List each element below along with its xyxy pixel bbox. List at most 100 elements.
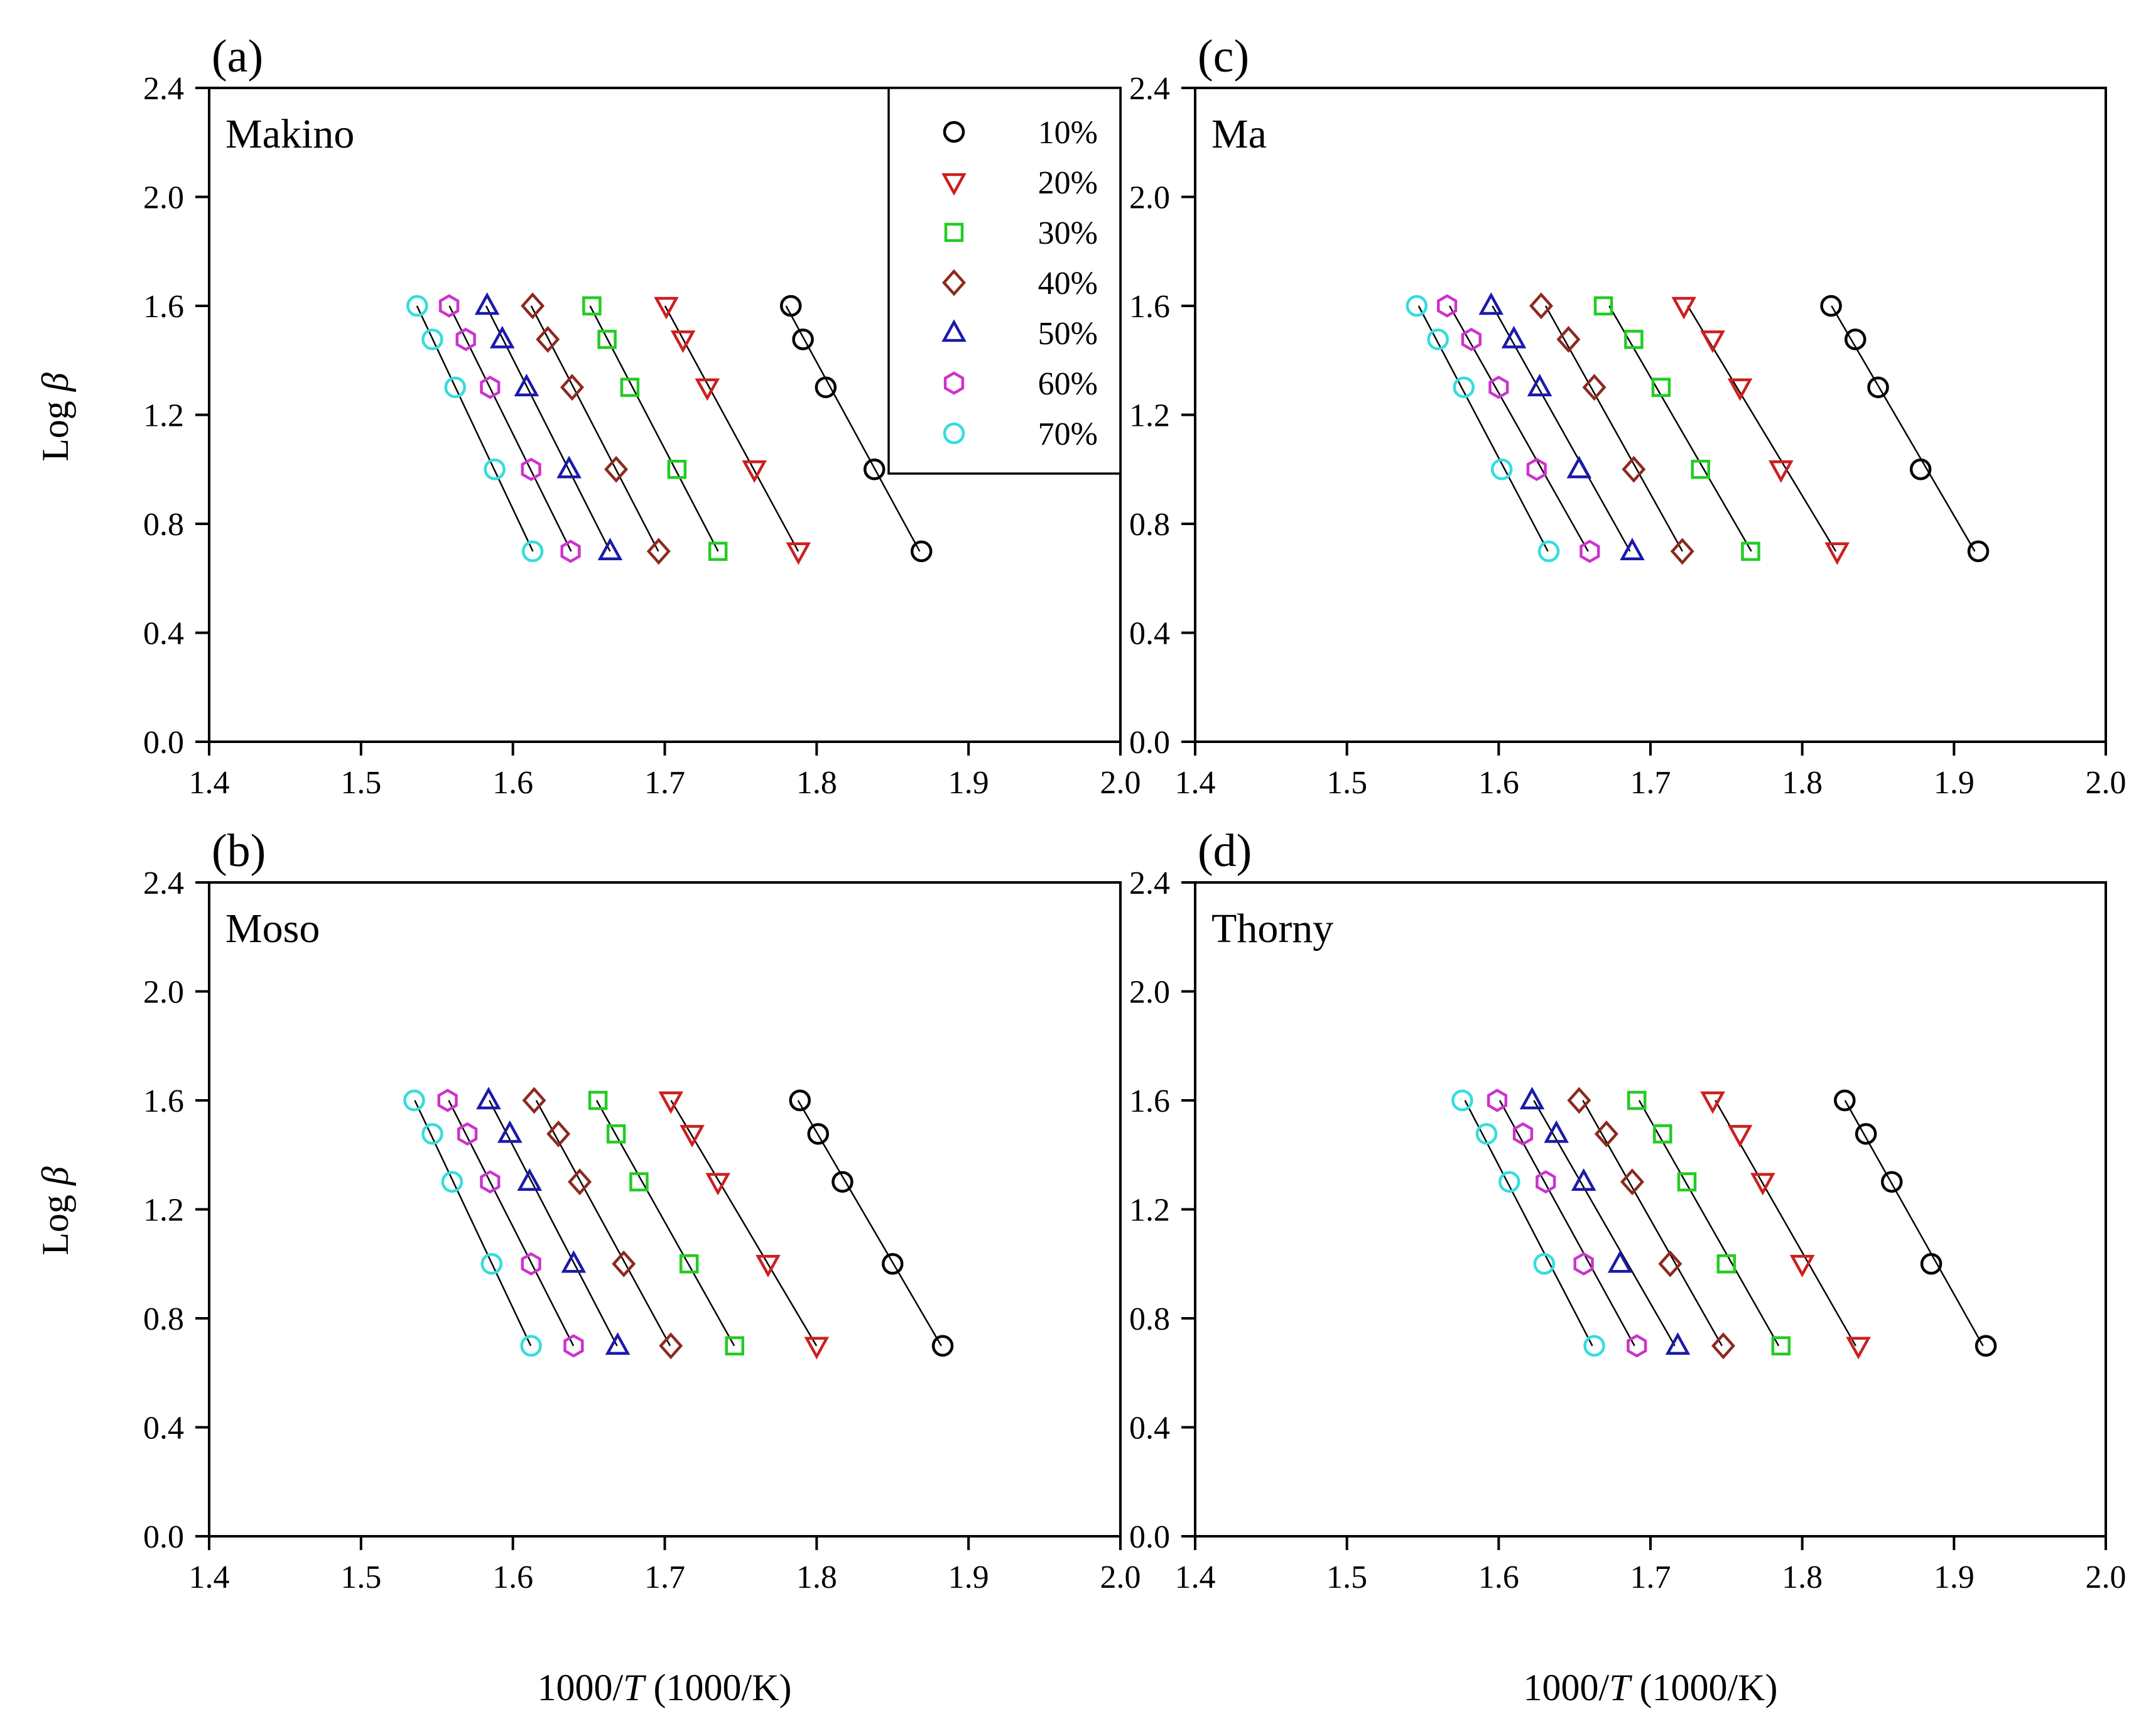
data-point (756, 1255, 781, 1278)
series-70 (1406, 295, 1560, 563)
y-tick-label: 0.0 (143, 725, 184, 761)
x-tick-label: 2.0 (1100, 765, 1141, 801)
data-point (597, 330, 617, 349)
x-tick-label: 1.6 (492, 765, 533, 801)
data-point (1498, 1171, 1520, 1193)
data-point (1544, 1120, 1569, 1143)
data-point (670, 330, 696, 354)
fit-line (485, 305, 611, 552)
data-point (779, 295, 802, 317)
data-point (474, 292, 500, 315)
fit-line (448, 1100, 575, 1347)
plot-frame (1194, 87, 2107, 743)
data-point (654, 296, 679, 320)
data-point (882, 1253, 904, 1275)
data-point (1451, 1089, 1473, 1112)
fit-line (1638, 1100, 1780, 1347)
data-point (1490, 458, 1513, 480)
data-point (605, 1332, 631, 1355)
y-tick-label: 0.0 (143, 1519, 184, 1555)
fit-line (1582, 1100, 1723, 1347)
series-10 (1820, 295, 1990, 563)
shared-axis-labels: 1000/T (1000/K) 1000/T (1000/K) Log β Lo… (35, 372, 1778, 1708)
data-point (1437, 294, 1458, 318)
data-point (789, 1089, 811, 1112)
data-point (1478, 292, 1504, 315)
data-point (1406, 295, 1428, 317)
y-tick-label: 1.2 (143, 398, 184, 434)
panel-tag: (a) (212, 31, 263, 82)
data-point (1700, 330, 1725, 354)
data-point (742, 460, 767, 483)
y-tick-label: 1.2 (1129, 398, 1170, 434)
data-point (1820, 295, 1842, 317)
legend-label: 50% (1038, 316, 1098, 352)
data-point (1711, 1332, 1736, 1360)
series-20 (1700, 1091, 1871, 1360)
data-point (1427, 328, 1449, 350)
data-point (667, 460, 687, 479)
data-point (1967, 540, 1990, 563)
data-point (1975, 1335, 1997, 1357)
fit-line (595, 1100, 735, 1347)
series-40 (521, 292, 671, 565)
series-30 (1627, 1090, 1791, 1356)
data-point (406, 295, 428, 317)
data-point (1909, 458, 1932, 480)
legend-marker (943, 371, 965, 395)
data-point (421, 1123, 443, 1145)
data-point (437, 1088, 458, 1112)
plot-frame (1194, 881, 2107, 1538)
y-tick-label: 2.0 (143, 975, 184, 1011)
fit-line (414, 1100, 532, 1347)
y-tick-label: 2.0 (1129, 180, 1170, 216)
data-point (1671, 296, 1696, 320)
data-point (931, 1335, 954, 1357)
data-point (521, 457, 541, 481)
data-point (815, 376, 837, 398)
x-tick-label: 1.9 (1934, 1560, 1975, 1595)
legend-marker (941, 319, 967, 342)
x-tick-label: 1.7 (1630, 1560, 1671, 1595)
x-tick-label: 1.8 (1782, 765, 1823, 801)
data-point (597, 538, 623, 561)
data-point (520, 1335, 542, 1357)
y-tick-label: 0.8 (1129, 507, 1170, 543)
data-point (438, 294, 460, 318)
fit-line (1464, 1100, 1593, 1347)
x-tick-label: 1.7 (644, 765, 685, 801)
y-tick-label: 2.0 (1129, 975, 1170, 1011)
panel-b: 1.4 1.5 1.6 1.7 1.8 1.9 2.0 0.0 0.4 0.8 1.2 1.6 2.0 2… (143, 825, 1141, 1595)
data-point (725, 1336, 744, 1356)
data-point (612, 1250, 636, 1278)
y-tick-label: 0.0 (1129, 1519, 1170, 1555)
x-tick-label: 1.4 (189, 1560, 230, 1595)
fit-line (1608, 305, 1752, 552)
fit-line (535, 1100, 671, 1347)
data-point (568, 1168, 592, 1196)
x-tick-label: 1.6 (1478, 765, 1519, 801)
data-point (1566, 455, 1592, 479)
y-tick-label: 2.4 (143, 71, 184, 107)
data-point (588, 1090, 608, 1110)
legend-label: 30% (1038, 215, 1098, 251)
data-point (421, 328, 443, 350)
fit-line (1544, 305, 1684, 552)
data-point (1653, 1124, 1672, 1144)
data-point (1867, 376, 1889, 398)
x-tick-label: 1.7 (1630, 765, 1671, 801)
data-point (457, 1122, 478, 1146)
fit-line (664, 305, 799, 552)
data-point (1741, 541, 1760, 561)
data-point (484, 458, 506, 480)
y-axis-title-top: Log β (35, 372, 76, 462)
data-point (1453, 376, 1475, 398)
fit-line (1844, 1100, 1984, 1347)
series-70 (406, 295, 544, 563)
x-tick-label: 1.5 (1326, 1560, 1367, 1595)
legend-label: 70% (1038, 416, 1098, 452)
series-50 (476, 1087, 631, 1355)
data-point (863, 458, 886, 480)
data-point (792, 328, 814, 350)
data-point (1627, 1090, 1647, 1110)
